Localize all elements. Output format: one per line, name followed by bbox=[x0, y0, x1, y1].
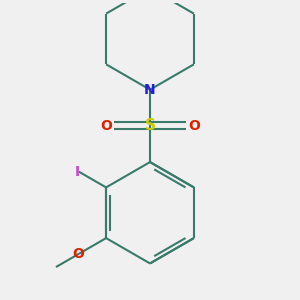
Text: N: N bbox=[144, 83, 156, 97]
Text: I: I bbox=[75, 165, 80, 179]
Text: S: S bbox=[145, 118, 155, 134]
Text: O: O bbox=[100, 119, 112, 133]
Text: O: O bbox=[72, 247, 84, 261]
Text: O: O bbox=[188, 119, 200, 133]
